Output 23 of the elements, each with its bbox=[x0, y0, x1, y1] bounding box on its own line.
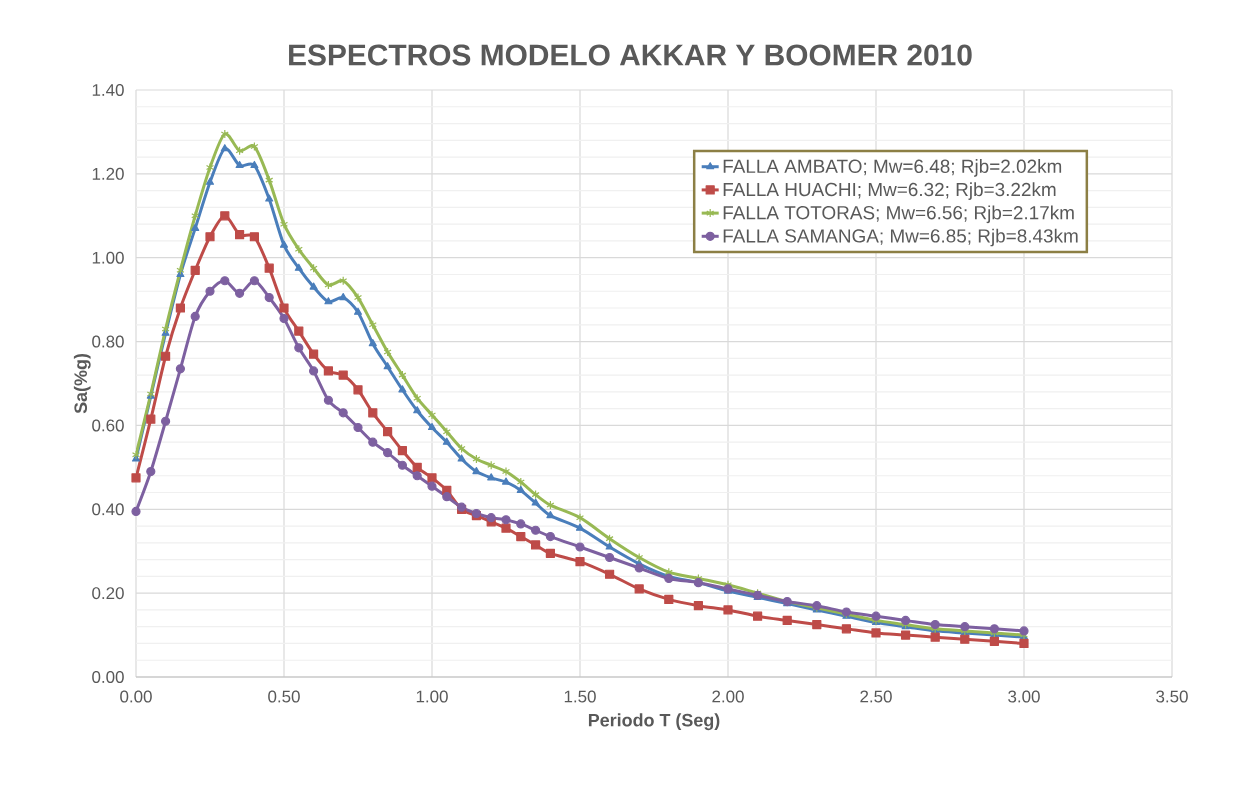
legend-label: FALLA SAMANGA; Mw=6.85; Rjb=8.43km bbox=[723, 228, 1078, 247]
x-tick-label: 1.00 bbox=[416, 690, 448, 703]
y-tick-label: 1.40 bbox=[92, 83, 124, 96]
legend-label: FALLA HUACHI; Mw=6.32; Rjb=3.22km bbox=[723, 182, 1056, 200]
x-tick-label: 3.50 bbox=[1156, 690, 1188, 703]
x-tick-label: 0.00 bbox=[120, 690, 152, 703]
x-axis-title: Periodo T (Seg) bbox=[588, 713, 720, 731]
legend-label: FALLA TOTORAS; Mw=6.56; Rjb=2.17km bbox=[723, 205, 1074, 224]
x-tick-label: 3.00 bbox=[1008, 690, 1040, 703]
y-tick-label: 0.40 bbox=[92, 503, 124, 516]
legend-label: FALLA AMBATO; Mw=6.48; Rjb=2.02km bbox=[723, 159, 1062, 177]
chart-title: ESPECTROS MODELO AKKAR Y BOOMER 2010 bbox=[289, 44, 972, 66]
y-tick-label: 0.00 bbox=[92, 671, 124, 683]
y-tick-label: 0.20 bbox=[92, 587, 124, 600]
y-tick-label: 0.60 bbox=[92, 419, 124, 432]
x-tick-label: 2.00 bbox=[712, 690, 744, 703]
x-tick-label: 1.50 bbox=[564, 690, 596, 703]
y-tick-label: 0.80 bbox=[92, 335, 124, 348]
x-tick-label: 2.50 bbox=[860, 690, 892, 703]
y-tick-label: 1.20 bbox=[92, 167, 124, 180]
y-tick-label: 1.00 bbox=[92, 251, 124, 264]
x-tick-label: 0.50 bbox=[268, 690, 300, 703]
y-axis-title: Sa(%g) bbox=[73, 354, 91, 414]
